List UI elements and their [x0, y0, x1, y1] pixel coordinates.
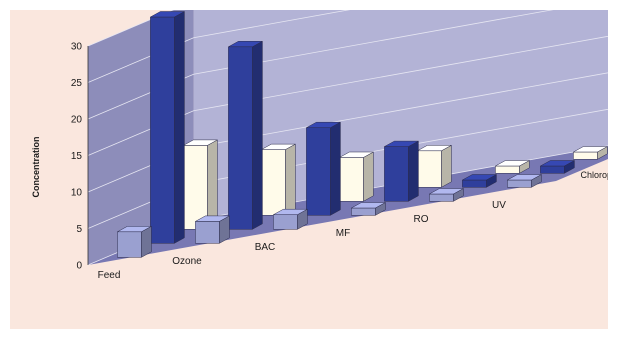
y-tick-label: 25: [71, 78, 83, 89]
y-tick-label: 15: [71, 151, 83, 162]
bar-cod-bac: [306, 121, 341, 216]
series-labels: Chlorophyll (µg/L)COD (mg/L)TOC (mg/L): [581, 170, 609, 180]
series-label: Chlorophyll (µg/L): [581, 170, 609, 180]
gridline: [87, 35, 608, 156]
bar-toc-mf: [417, 144, 452, 188]
y-tick-label: 30: [71, 42, 83, 53]
category-label-ro: RO: [414, 214, 429, 225]
category-label-bac: BAC: [255, 242, 276, 253]
bar-cod-ozone: [228, 40, 263, 230]
category-label-feed: Feed: [98, 270, 121, 281]
bar-chlorophyll-bac: [273, 208, 308, 230]
bar-chlorophyll-uv: [507, 174, 542, 188]
bar-cod-feed: [150, 11, 185, 244]
bar-toc-uv: [573, 146, 608, 160]
category-label-ozone: Ozone: [172, 256, 202, 267]
y-tick-label: 10: [71, 188, 83, 199]
y-axis-title: Concentration: [31, 136, 41, 197]
y-tick-label: 5: [76, 224, 82, 235]
bar-chlorophyll-mf: [351, 202, 386, 216]
chart-frame: 0 5 10 15 20 25 30 Concentration Feed Ozone BAC M…: [10, 10, 608, 329]
bars: [117, 11, 608, 258]
bar-cod-ro: [462, 174, 497, 188]
y-tick-label: 0: [76, 261, 82, 272]
category-labels: Feed Ozone BAC MF RO UV: [98, 200, 507, 281]
bar-toc-bac: [339, 151, 374, 202]
chart-back-wall: [193, 10, 608, 221]
y-tick-label: 20: [71, 115, 83, 126]
category-label-uv: UV: [492, 200, 506, 211]
bar-cod-uv: [540, 160, 575, 174]
category-label-mf: MF: [336, 228, 350, 239]
bar-chlorophyll-feed: [117, 225, 152, 258]
bar-chlorophyll-ro: [429, 188, 464, 202]
bar-toc-ozone: [261, 143, 296, 216]
bar-toc-ro: [495, 160, 530, 174]
bar-cod-mf: [384, 140, 419, 202]
y-axis-ticks: 0 5 10 15 20 25 30: [71, 42, 89, 272]
bar-chlorophyll-ozone: [195, 215, 230, 244]
chart-svg: 0 5 10 15 20 25 30 Concentration Feed Ozone BAC M…: [10, 10, 608, 329]
gridline: [87, 10, 351, 83]
gridline: [87, 10, 554, 120]
gridline: [87, 10, 174, 47]
